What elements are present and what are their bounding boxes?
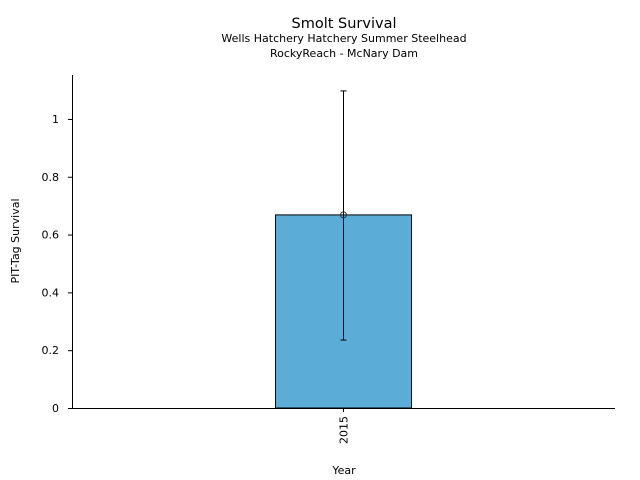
x-axis-label: Year xyxy=(331,464,356,477)
y-tick-label: 0.2 xyxy=(42,344,60,357)
y-tick-label: 1 xyxy=(52,113,59,126)
chart-title: Smolt Survival xyxy=(292,16,397,32)
x-tick-label-2015: 2015 xyxy=(338,416,351,444)
point-marker-2015 xyxy=(340,211,347,219)
y-axis-label: PIT-Tag Survival xyxy=(9,198,22,283)
chart-subtitle-2: RockyReach - McNary Dam xyxy=(270,47,418,60)
y-tick-label: 0.4 xyxy=(42,286,60,299)
chart-subtitle-1: Wells Hatchery Hatchery Summer Steelhead xyxy=(221,32,466,45)
y-tick-label: 0 xyxy=(52,402,59,415)
y-tick-label: 0.8 xyxy=(42,171,60,184)
y-tick-label: 0.6 xyxy=(42,229,60,242)
